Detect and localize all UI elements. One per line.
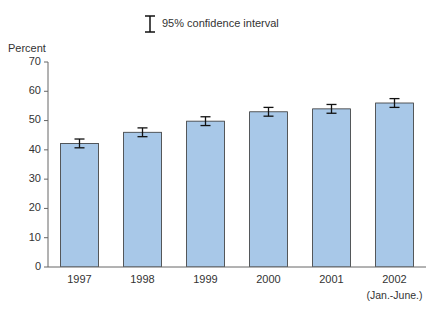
error-bar-stem bbox=[79, 139, 80, 148]
x-tick-label: 2001 bbox=[319, 273, 343, 285]
x-axis-line bbox=[48, 267, 426, 268]
error-bar bbox=[264, 107, 274, 116]
annotation: (Jan.-June.) bbox=[366, 289, 422, 301]
error-bar-cap bbox=[327, 113, 337, 114]
error-bar-cap bbox=[264, 116, 274, 117]
y-tick bbox=[44, 91, 48, 92]
x-axis: 1997 1998 1999 2000 2001 2002 bbox=[67, 273, 406, 285]
bar bbox=[187, 121, 225, 267]
error-bar-stem bbox=[205, 117, 206, 126]
x-tick-label: 1999 bbox=[193, 273, 217, 285]
error-bar-stem bbox=[394, 99, 395, 108]
legend-symbol-stem bbox=[149, 16, 151, 32]
legend-label: 95% confidence interval bbox=[162, 17, 279, 29]
y-tick bbox=[44, 237, 48, 238]
error-bar-cap bbox=[327, 104, 337, 105]
legend-symbol-cap bbox=[145, 15, 155, 17]
y-tick-label: 70 bbox=[29, 55, 41, 67]
y-tick-label: 60 bbox=[29, 84, 41, 96]
legend-symbol-cap bbox=[145, 31, 155, 33]
y-tick-label: 10 bbox=[29, 231, 41, 243]
error-bar-cap bbox=[75, 147, 85, 148]
y-axis: 0 10 20 30 40 50 60 70 bbox=[29, 55, 48, 272]
error-bar-cap bbox=[201, 116, 211, 117]
error-bar-cap bbox=[75, 138, 85, 139]
error-bar bbox=[138, 128, 148, 137]
error-bar-stem bbox=[142, 128, 143, 137]
chart-container: 0 10 20 30 40 50 60 70 1997 1998 1999 2000 2001 2002 (… bbox=[0, 0, 440, 329]
bar bbox=[124, 132, 162, 267]
y-tick-label: 30 bbox=[29, 172, 41, 184]
bar bbox=[376, 103, 414, 267]
bar bbox=[250, 112, 288, 267]
y-tick-label: 0 bbox=[35, 260, 41, 272]
bars bbox=[61, 99, 414, 267]
x-tick-label: 1997 bbox=[67, 273, 91, 285]
y-tick bbox=[44, 62, 48, 63]
y-tick bbox=[44, 120, 48, 121]
y-axis-label: Percent bbox=[8, 42, 46, 54]
y-tick-label: 20 bbox=[29, 201, 41, 213]
y-tick bbox=[44, 149, 48, 150]
error-bar-stem bbox=[268, 107, 269, 116]
chart: 0 10 20 30 40 50 60 70 1997 1998 1999 2000 2001 2002 (… bbox=[0, 0, 440, 329]
x-tick-label: 2000 bbox=[256, 273, 280, 285]
legend-symbol bbox=[145, 16, 155, 32]
error-bar-cap bbox=[138, 127, 148, 128]
error-bar-cap bbox=[138, 136, 148, 137]
y-axis-line bbox=[48, 62, 49, 267]
error-bar-cap bbox=[201, 125, 211, 126]
error-bar-cap bbox=[390, 98, 400, 99]
error-bar-cap bbox=[390, 107, 400, 108]
bar bbox=[61, 143, 99, 267]
y-tick bbox=[44, 267, 48, 268]
y-tick-label: 40 bbox=[29, 143, 41, 155]
error-bar bbox=[201, 117, 211, 126]
error-bar bbox=[327, 104, 337, 113]
y-tick bbox=[44, 208, 48, 209]
error-bar bbox=[75, 139, 85, 148]
legend: 95% confidence interval bbox=[145, 16, 279, 32]
bar bbox=[313, 109, 351, 267]
x-tick-label: 2002 bbox=[382, 273, 406, 285]
y-tick-label: 50 bbox=[29, 113, 41, 125]
error-bar-cap bbox=[264, 107, 274, 108]
x-tick-label: 1998 bbox=[130, 273, 154, 285]
y-tick bbox=[44, 179, 48, 180]
error-bar-stem bbox=[331, 104, 332, 113]
error-bar bbox=[390, 99, 400, 108]
